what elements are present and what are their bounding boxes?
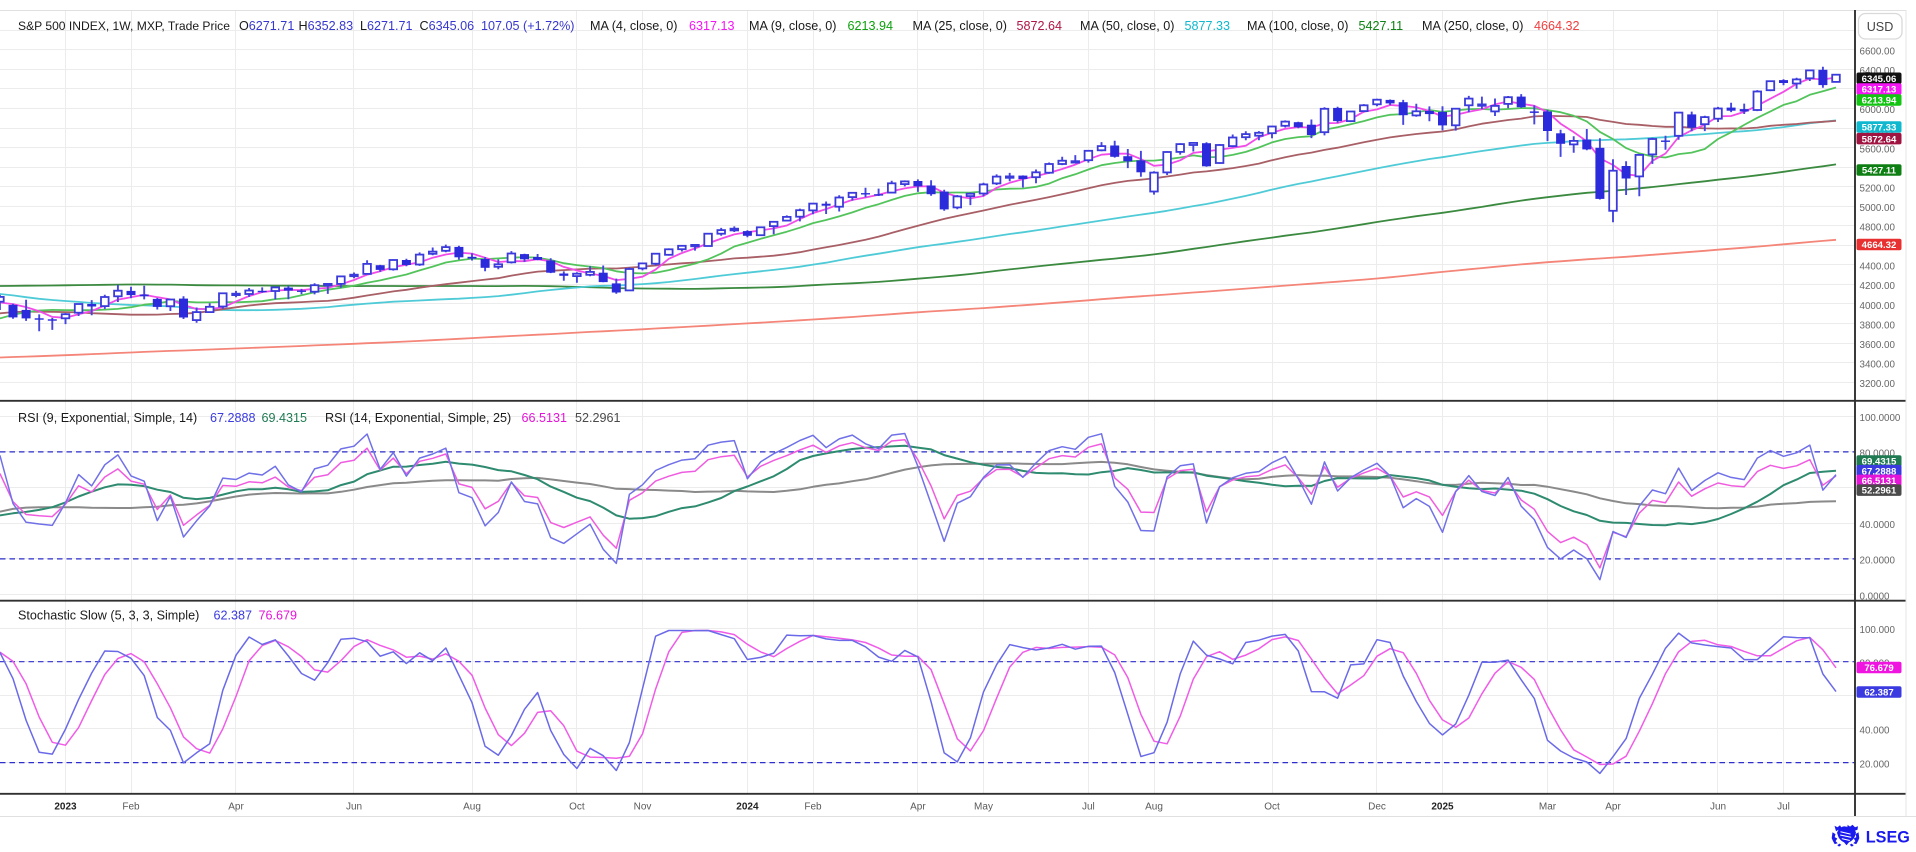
svg-text:6213.94: 6213.94 xyxy=(848,19,894,33)
svg-text:62.387: 62.387 xyxy=(1864,688,1893,699)
svg-text:2024: 2024 xyxy=(736,802,759,813)
svg-text:62.387: 62.387 xyxy=(214,609,253,623)
svg-text:5877.33: 5877.33 xyxy=(1185,19,1231,33)
svg-text:69.4315: 69.4315 xyxy=(1862,457,1897,468)
svg-text:Apr: Apr xyxy=(1605,802,1621,813)
svg-text:20.000: 20.000 xyxy=(1860,759,1891,770)
svg-text:6345.06: 6345.06 xyxy=(1862,74,1897,85)
svg-text:0.0000: 0.0000 xyxy=(1860,591,1891,602)
svg-text:40.000: 40.000 xyxy=(1860,726,1891,737)
svg-text:Apr: Apr xyxy=(910,802,926,813)
svg-text:RSI (9, Exponential, Simple, 1: RSI (9, Exponential, Simple, 14) xyxy=(18,411,197,425)
svg-text:4000.00: 4000.00 xyxy=(1860,301,1896,312)
svg-text:52.2961: 52.2961 xyxy=(1862,486,1897,497)
svg-text:6317.13: 6317.13 xyxy=(1862,85,1897,96)
svg-text:LSEG: LSEG xyxy=(1866,829,1910,847)
svg-text:6000.00: 6000.00 xyxy=(1860,105,1896,116)
svg-text:40.0000: 40.0000 xyxy=(1860,520,1896,531)
svg-text:2023: 2023 xyxy=(54,802,77,813)
svg-text:76.679: 76.679 xyxy=(259,609,298,623)
svg-text:MA (50, close, 0): MA (50, close, 0) xyxy=(1080,19,1175,33)
svg-text:2025: 2025 xyxy=(1431,802,1454,813)
svg-text:66.5131: 66.5131 xyxy=(522,411,568,425)
svg-text:66.5131: 66.5131 xyxy=(1862,476,1897,487)
svg-text:52.2961: 52.2961 xyxy=(575,411,621,425)
svg-text:L6271.71: L6271.71 xyxy=(360,19,413,33)
svg-text:Jun: Jun xyxy=(346,802,362,813)
svg-text:C6345.06: C6345.06 xyxy=(420,19,475,33)
svg-text:Apr: Apr xyxy=(228,802,244,813)
svg-text:3200.00: 3200.00 xyxy=(1860,379,1896,390)
svg-text:RSI (14, Exponential, Simple,: RSI (14, Exponential, Simple, 25) xyxy=(325,411,511,425)
svg-text:5427.11: 5427.11 xyxy=(1359,19,1404,33)
svg-text:Stochastic Slow (5, 3, 3, Simp: Stochastic Slow (5, 3, 3, Simple) xyxy=(18,609,199,623)
svg-text:5872.64: 5872.64 xyxy=(1017,19,1063,33)
svg-text:Jul: Jul xyxy=(1082,802,1095,813)
svg-text:Jul: Jul xyxy=(1777,802,1790,813)
svg-text:May: May xyxy=(974,802,993,813)
svg-text:MA (25, close, 0): MA (25, close, 0) xyxy=(913,19,1008,33)
svg-text:5427.11: 5427.11 xyxy=(1862,166,1897,177)
svg-text:4800.00: 4800.00 xyxy=(1860,223,1896,234)
svg-text:3800.00: 3800.00 xyxy=(1860,320,1896,331)
svg-text:107.05 (+1.72%): 107.05 (+1.72%) xyxy=(481,19,574,33)
svg-text:MA (100, close, 0): MA (100, close, 0) xyxy=(1247,19,1349,33)
svg-text:100.000: 100.000 xyxy=(1860,625,1896,636)
svg-text:Oct: Oct xyxy=(1264,802,1280,813)
svg-text:6600.00: 6600.00 xyxy=(1860,47,1896,58)
svg-text:5000.00: 5000.00 xyxy=(1860,203,1896,214)
svg-text:S&P 500 INDEX, 1W, MXP, Trade: S&P 500 INDEX, 1W, MXP, Trade Price xyxy=(18,19,230,33)
svg-text:67.2888: 67.2888 xyxy=(1862,466,1897,477)
svg-text:MA (4, close, 0): MA (4, close, 0) xyxy=(590,19,678,33)
svg-text:MA (250, close, 0): MA (250, close, 0) xyxy=(1422,19,1524,33)
svg-text:H6352.83: H6352.83 xyxy=(299,19,354,33)
svg-text:3600.00: 3600.00 xyxy=(1860,340,1896,351)
svg-text:4200.00: 4200.00 xyxy=(1860,281,1896,292)
svg-text:MA (9, close, 0): MA (9, close, 0) xyxy=(749,19,837,33)
svg-text:Feb: Feb xyxy=(122,802,140,813)
svg-text:80.0000: 80.0000 xyxy=(1860,449,1896,460)
svg-text:5877.33: 5877.33 xyxy=(1862,123,1897,134)
svg-text:3400.00: 3400.00 xyxy=(1860,359,1896,370)
svg-text:5600.00: 5600.00 xyxy=(1860,144,1896,155)
svg-text:Oct: Oct xyxy=(569,802,585,813)
svg-text:69.4315: 69.4315 xyxy=(262,411,308,425)
svg-text:Dec: Dec xyxy=(1368,802,1386,813)
svg-text:Nov: Nov xyxy=(634,802,652,813)
svg-text:Mar: Mar xyxy=(1539,802,1557,813)
svg-text:4664.32: 4664.32 xyxy=(1862,240,1897,251)
svg-text:O6271.71: O6271.71 xyxy=(239,19,294,33)
svg-text:4400.00: 4400.00 xyxy=(1860,262,1896,273)
svg-text:20.0000: 20.0000 xyxy=(1860,556,1896,567)
svg-text:6400.00: 6400.00 xyxy=(1860,66,1896,77)
svg-text:5200.00: 5200.00 xyxy=(1860,183,1896,194)
svg-text:Aug: Aug xyxy=(1145,802,1163,813)
svg-text:6317.13: 6317.13 xyxy=(689,19,735,33)
svg-text:4664.32: 4664.32 xyxy=(1534,19,1580,33)
svg-text:Feb: Feb xyxy=(804,802,822,813)
svg-text:Aug: Aug xyxy=(463,802,481,813)
svg-text:6213.94: 6213.94 xyxy=(1862,96,1897,107)
svg-text:5872.64: 5872.64 xyxy=(1862,134,1897,145)
svg-text:100.0000: 100.0000 xyxy=(1860,413,1901,424)
svg-text:Jun: Jun xyxy=(1710,802,1726,813)
svg-text:67.2888: 67.2888 xyxy=(210,411,256,425)
svg-text:76.679: 76.679 xyxy=(1864,663,1893,674)
svg-text:USD: USD xyxy=(1867,20,1894,34)
